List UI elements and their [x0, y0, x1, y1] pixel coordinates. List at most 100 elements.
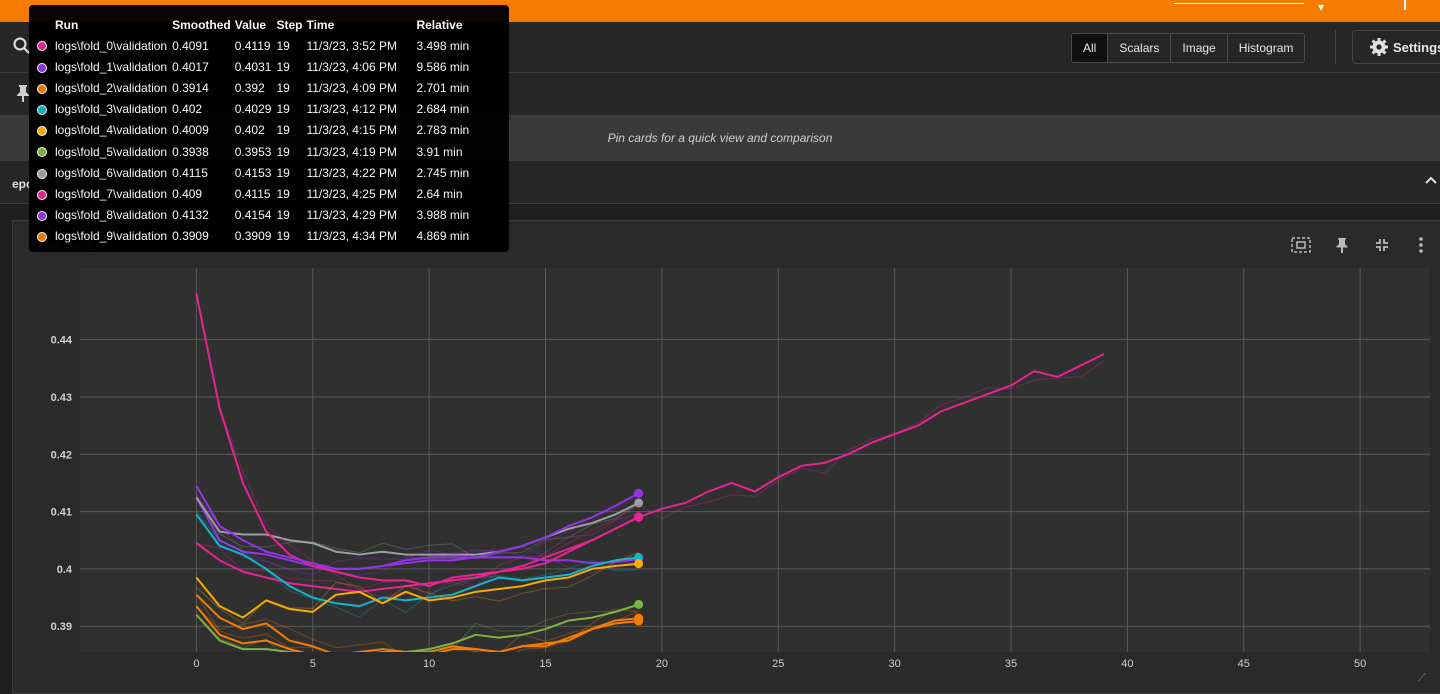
fit-to-data-icon[interactable]	[1290, 236, 1312, 254]
tooltip-cell-time: 11/3/23, 4:06 PM	[306, 59, 397, 74]
hover-tooltip: Run Smoothed Value Step Time Relative logs\fo…	[29, 5, 509, 252]
pin-icon	[17, 85, 29, 102]
tooltip-cell-step: 19	[276, 144, 290, 159]
more-vert-icon[interactable]	[1414, 236, 1428, 254]
tooltip-row: logs\fold_4\validation 0.4009 0.402 19 11/3/…	[35, 120, 474, 141]
tooltip-cell-relative: 2.701 min	[416, 80, 470, 95]
series-hover-point[interactable]	[634, 559, 644, 569]
series-line[interactable]	[195, 485, 640, 570]
tooltip-cell-value: 0.392	[234, 80, 265, 95]
search-underline[interactable]	[1174, 3, 1304, 4]
search-icon[interactable]	[12, 36, 32, 56]
tooltip-cell-time: 11/3/23, 3:52 PM	[306, 38, 397, 53]
series-hover-point[interactable]	[634, 512, 644, 522]
tooltip-cell-step: 19	[276, 229, 290, 244]
tooltip-cell-run: logs\fold_2\validation	[55, 80, 168, 95]
tooltip-cell-run: logs\fold_3\validation	[55, 102, 168, 117]
tooltip-header-run: Run	[55, 17, 79, 32]
x-tick-label: 40	[1121, 658, 1133, 670]
x-tick-label: 50	[1354, 658, 1366, 670]
tooltip-row: logs\fold_2\validation 0.3914 0.392 19 11/3/…	[35, 77, 474, 98]
y-tick-label: 0.43	[51, 392, 72, 404]
tooltip-cell-smoothed: 0.4115	[172, 165, 208, 180]
tooltip-cell-relative: 9.586 min	[416, 59, 470, 74]
tooltip-cell-smoothed: 0.4009	[172, 123, 209, 138]
tooltip-cell-time: 11/3/23, 4:22 PM	[306, 165, 397, 180]
tooltip-swatch-cell	[35, 226, 55, 247]
tooltip-table: Run Smoothed Value Step Time Relative logs\fo…	[35, 14, 474, 247]
filter-all-button[interactable]: All	[1072, 34, 1109, 62]
series-line[interactable]	[195, 515, 640, 593]
series-line[interactable]	[195, 293, 1105, 588]
tooltip-swatch-cell	[35, 141, 55, 162]
tooltip-cell-value: 0.402	[234, 123, 265, 138]
tooltip-cell-time: 11/3/23, 4:19 PM	[306, 144, 397, 159]
tooltip-header-value: Value	[234, 17, 267, 32]
tooltip-swatch-cell	[35, 183, 55, 204]
tooltip-swatch-cell	[35, 99, 55, 120]
tooltip-cell-run: logs\fold_9\validation	[55, 229, 168, 244]
series-hover-point[interactable]	[634, 488, 644, 498]
tooltip-cell-smoothed: 0.4132	[172, 208, 209, 223]
x-tick-label: 0	[193, 658, 199, 670]
resize-handle-icon[interactable]: ⟋	[1418, 672, 1426, 684]
y-tick-label: 0.41	[51, 507, 72, 519]
run-color-dot	[37, 41, 47, 52]
tooltip-cell-value: 0.3909	[234, 229, 272, 244]
tooltip-cell-relative: 3.988 min	[416, 208, 470, 223]
tooltip-cell-smoothed: 0.402	[172, 102, 203, 117]
series-line[interactable]	[195, 603, 639, 657]
series-hover-point[interactable]	[634, 498, 644, 508]
run-color-dot	[37, 147, 47, 158]
series-hover-point[interactable]	[634, 552, 644, 562]
tooltip-cell-run: logs\fold_5\validation	[55, 144, 168, 159]
tooltip-cell-run: logs\fold_1\validation	[55, 59, 168, 74]
chevron-up-icon[interactable]	[1424, 173, 1438, 187]
series-group	[195, 292, 1105, 658]
tooltip-cell-step: 19	[276, 38, 290, 53]
tooltip-cell-value: 0.4115	[234, 186, 271, 201]
series-hover-point[interactable]	[634, 599, 644, 609]
tooltip-cell-relative: 2.745 min	[416, 165, 470, 180]
series-hover-point[interactable]	[634, 616, 644, 626]
tooltip-swatch-cell	[35, 162, 55, 183]
tooltip-cell-relative: 2.684 min	[416, 102, 470, 117]
series-line[interactable]	[195, 513, 639, 608]
tooltip-cell-smoothed: 0.4017	[172, 59, 209, 74]
series-line[interactable]	[195, 496, 639, 570]
series-raw-line	[195, 510, 639, 618]
collapse-card-icon[interactable]	[1373, 236, 1391, 254]
tooltip-cell-time: 11/3/23, 4:12 PM	[306, 102, 397, 117]
run-color-dot	[37, 104, 47, 115]
tooltip-cell-run: logs\fold_7\validation	[55, 186, 168, 201]
series-raw-line	[195, 606, 639, 652]
tooltip-header-row: Run Smoothed Value Step Time Relative	[35, 14, 474, 35]
filter-image-button[interactable]: Image	[1171, 34, 1228, 62]
settings-button[interactable]: Settings	[1352, 30, 1440, 64]
series-line[interactable]	[195, 562, 639, 619]
tooltip-cell-run: logs\fold_0\validation	[55, 38, 168, 53]
tooltip-cell-run: logs\fold_4\validation	[55, 123, 168, 138]
plot-area	[80, 268, 1430, 652]
x-tick-label: 25	[772, 658, 784, 670]
pin-card-icon[interactable]	[1334, 236, 1350, 254]
filter-histogram-button[interactable]: Histogram	[1227, 34, 1305, 62]
series-line[interactable]	[195, 593, 639, 655]
menu-edge	[1404, 0, 1406, 10]
filter-scalars-button[interactable]: Scalars	[1108, 34, 1172, 62]
y-tick-label: 0.4	[57, 564, 73, 576]
series-line[interactable]	[195, 605, 639, 658]
tooltip-cell-smoothed: 0.4091	[172, 38, 209, 53]
tooltip-cell-time: 11/3/23, 4:29 PM	[306, 208, 397, 223]
series-raw-line	[195, 594, 639, 652]
tooltip-cell-run: logs\fold_8\validation	[55, 208, 168, 223]
tooltip-cell-step: 19	[276, 102, 290, 117]
plugin-filter-group: All Scalars Image Histogram	[1071, 33, 1306, 63]
tooltip-row: logs\fold_6\validation 0.4115 0.4153 19 11/3…	[35, 162, 474, 183]
chevron-down-icon[interactable]: ▾	[1318, 0, 1325, 14]
tooltip-swatch-cell	[35, 205, 55, 226]
tooltip-cell-relative: 4.869 min	[416, 229, 470, 244]
tooltip-cell-run: logs\fold_6\validation	[55, 165, 168, 180]
tooltip-header-smoothed: Smoothed	[172, 17, 231, 32]
